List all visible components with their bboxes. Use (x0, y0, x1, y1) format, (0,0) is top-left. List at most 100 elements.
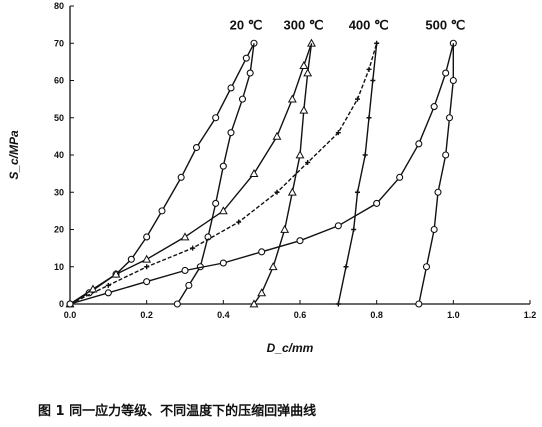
x-tick-label: 0.8 (370, 310, 383, 320)
data-point (430, 103, 438, 111)
series-label: 400 ℃ (349, 17, 389, 32)
data-point (142, 254, 152, 263)
data-point (272, 131, 282, 140)
data-point (299, 105, 309, 114)
series-label: 300 ℃ (284, 17, 324, 32)
data-point (373, 199, 381, 207)
data-point (227, 84, 235, 92)
figure-caption: 图 1 同一应力等级、不同温度下的压缩回弹曲线 (38, 404, 317, 419)
data-point (111, 269, 121, 278)
data-point (335, 130, 341, 136)
series-label: 500 ℃ (425, 17, 465, 32)
data-point (299, 60, 309, 69)
data-point (334, 222, 342, 230)
data-point (158, 207, 166, 215)
data-point (212, 114, 220, 122)
data-point (219, 162, 227, 170)
y-tick-label: 20 (54, 225, 64, 235)
data-point (449, 76, 457, 85)
data-point (366, 66, 372, 72)
series-2: 400 ℃ (67, 17, 389, 307)
data-point (274, 189, 280, 195)
data-point (287, 187, 297, 196)
data-point (66, 300, 74, 308)
data-point (143, 233, 151, 241)
x-tick-label: 1.2 (524, 310, 537, 320)
data-point (190, 245, 196, 251)
data-point (268, 262, 278, 271)
data-point (362, 152, 368, 158)
data-point (434, 188, 442, 196)
data-point (104, 289, 112, 297)
data-point (257, 288, 267, 297)
data-point (355, 189, 360, 195)
x-tick-label: 0.4 (217, 310, 230, 320)
y-tick-label: 0 (59, 299, 64, 309)
data-point (246, 69, 254, 77)
data-point (295, 150, 305, 159)
data-point (227, 129, 235, 137)
data-point (442, 151, 450, 159)
x-tick-label: 0.0 (64, 310, 77, 320)
y-tick-label: 80 (54, 1, 64, 11)
data-point (180, 232, 190, 241)
data-point (287, 94, 297, 103)
x-tick-label: 0.2 (140, 310, 153, 320)
data-point (249, 168, 259, 178)
data-point (366, 115, 372, 121)
data-point (218, 206, 228, 215)
data-point (144, 264, 150, 270)
data-point (219, 259, 227, 267)
series-label: 20 ℃ (230, 17, 263, 32)
data-point (177, 173, 185, 181)
y-tick-label: 30 (54, 187, 64, 197)
data-point (212, 199, 220, 207)
series-line-loading (69, 42, 255, 305)
data-point (343, 264, 349, 270)
series-line-unloading (253, 43, 313, 305)
series-line-unloading (337, 43, 378, 305)
data-point (430, 225, 438, 234)
data-point (127, 255, 135, 263)
data-point (238, 95, 247, 103)
data-point (335, 301, 341, 307)
y-tick-label: 60 (54, 76, 64, 86)
series-3: 500 ℃ (66, 17, 465, 308)
data-point (88, 284, 98, 293)
data-point (445, 114, 454, 122)
series-line-loading (69, 43, 454, 305)
y-axis-title: S_c/MPa (7, 130, 21, 180)
y-tick-label: 40 (54, 150, 64, 160)
series-1: 300 ℃ (65, 17, 324, 308)
data-point (370, 78, 376, 83)
data-point (173, 300, 181, 308)
data-point (105, 282, 111, 288)
chart-axes: 0.0 0.2 0.4 0.6 0.8 1.0 1.2 0 10 20 30 40 50 60 70 80 (54, 1, 536, 320)
data-point (236, 219, 242, 225)
data-point (303, 68, 313, 77)
data-point (249, 299, 259, 308)
y-tick-label: 10 (54, 262, 64, 272)
data-point (355, 96, 360, 102)
data-point (442, 69, 450, 77)
data-point (258, 248, 266, 256)
y-tick-label: 70 (54, 38, 64, 48)
data-point (415, 140, 423, 148)
data-point (280, 224, 290, 233)
x-axis-title: D_c/mm (267, 341, 314, 355)
x-tick-label: 0.6 (294, 310, 307, 320)
chart-series-layer: 20 ℃ 300 ℃ 400 ℃ 500 ℃ (65, 17, 465, 308)
data-point (192, 144, 201, 152)
series-line-loading (69, 43, 313, 305)
y-tick-label: 50 (54, 113, 64, 123)
data-point (181, 266, 189, 275)
series-line-unloading (418, 43, 454, 305)
data-point (415, 300, 423, 308)
data-point (296, 237, 304, 245)
data-point (351, 227, 357, 232)
data-point (396, 173, 404, 181)
data-point (422, 263, 431, 271)
series-0: 20 ℃ (66, 17, 263, 308)
data-point (305, 159, 311, 165)
